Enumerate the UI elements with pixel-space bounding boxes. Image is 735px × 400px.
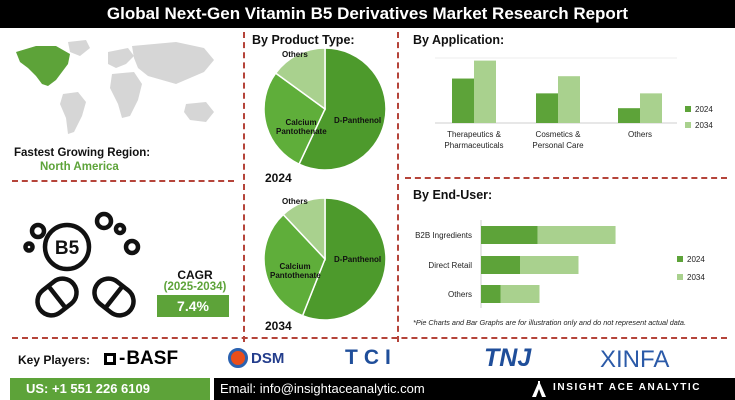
x-tick-label: Others xyxy=(628,130,652,139)
x-tick-label: Personal Care xyxy=(532,141,584,150)
pie-slice-others xyxy=(282,197,326,261)
x-tick-label: Pharmaceuticals xyxy=(444,141,503,150)
basf-logo: -BASF xyxy=(104,348,178,370)
basf-mark-icon xyxy=(104,353,116,365)
legend-swatch xyxy=(677,256,683,262)
legend-swatch xyxy=(685,122,691,128)
region-value: North America xyxy=(40,161,119,173)
europe-shape xyxy=(108,48,134,68)
bar-2024 xyxy=(452,78,474,123)
australia-shape xyxy=(184,102,214,122)
legend-label: 2024 xyxy=(687,255,705,264)
email-contact[interactable]: Email: info@insightaceanalytic.com xyxy=(214,378,735,400)
logo-text: BASF xyxy=(126,348,179,369)
pie-slice-label: D-Panthenol xyxy=(334,255,382,264)
cagr-title: CAGR xyxy=(177,268,213,282)
bar-2034 xyxy=(537,226,616,244)
pie-chart-2024 xyxy=(263,47,387,171)
bar-2024 xyxy=(481,285,501,303)
application-title: By Application: xyxy=(413,33,505,47)
bar-2024 xyxy=(481,256,520,274)
pie-slice-label: D-Panthenol xyxy=(334,116,382,125)
end-user-title: By End-User: xyxy=(413,188,493,202)
bar-2024 xyxy=(618,108,640,123)
pie-slice-label: Calcium Pantothenate xyxy=(276,118,327,136)
insight-ace-logo-icon xyxy=(532,381,546,397)
pie-slice-d-panthenol xyxy=(298,47,387,171)
legend-swatch xyxy=(685,106,691,112)
pie-year-label: 2034 xyxy=(265,319,292,333)
divider xyxy=(243,32,245,342)
tnj-logo: TNJ xyxy=(484,344,531,373)
divider xyxy=(397,32,399,342)
dsm-logo: DSM xyxy=(228,348,284,368)
tci-logo: TCI xyxy=(345,346,397,370)
key-players-label: Key Players: xyxy=(18,353,91,367)
bar-2034 xyxy=(474,60,496,123)
pie-slice-calcium-pantothenate xyxy=(263,72,326,166)
divider xyxy=(12,337,727,339)
bar-2024 xyxy=(536,93,558,123)
pie-year-label: 2024 xyxy=(265,171,292,185)
cagr-period: (2025-2034) xyxy=(163,281,227,293)
pie-slice-calcium-pantothenate xyxy=(263,213,326,317)
end-user-bar-chart: B2B Ingredients Direct Retail Others 2024 20… xyxy=(415,220,705,308)
logo-text: XINFA xyxy=(600,346,670,373)
dsm-mark-icon xyxy=(228,348,248,368)
north-america-shape xyxy=(16,46,70,86)
cagr-value: 7.4% xyxy=(157,295,229,317)
pie-slice-d-panthenol xyxy=(301,197,387,321)
y-tick-label: B2B Ingredients xyxy=(415,231,472,240)
brand-name: INSIGHT ACE ANALYTIC xyxy=(553,382,702,393)
region-label: Fastest Growing Region: xyxy=(14,147,151,159)
x-tick-label: Cosmetics & xyxy=(536,130,582,139)
asia-shape xyxy=(132,42,214,84)
legend-label: 2034 xyxy=(695,121,713,130)
vitamin-b5-icon: B5 xyxy=(23,211,141,318)
product-type-title: By Product Type: xyxy=(252,33,355,47)
bar-2034 xyxy=(558,76,580,123)
bar-2024 xyxy=(481,226,538,244)
pie-chart-2034 xyxy=(263,197,387,321)
xinfa-logo: XINFA xyxy=(600,346,669,374)
footnote: *Pie Charts and Bar Graphs are for illus… xyxy=(413,318,686,327)
pie-slice-label: Others xyxy=(282,50,308,59)
y-tick-label: Others xyxy=(448,290,472,299)
logo-text: TCI xyxy=(345,346,397,369)
divider xyxy=(12,180,234,182)
bar-2034 xyxy=(500,285,540,303)
pie-slice-others xyxy=(274,47,326,111)
legend-label: 2034 xyxy=(687,273,705,282)
x-tick-label: Therapeutics & xyxy=(447,130,501,139)
phone-contact[interactable]: US: +1 551 226 6109 xyxy=(10,378,210,400)
bar-2034 xyxy=(640,93,662,123)
pie-slice-label: Calcium Pantothenate xyxy=(270,262,321,280)
greenland-shape xyxy=(68,40,90,56)
application-bar-chart: Therapeutics & Pharmaceuticals Cosmetics &… xyxy=(435,57,713,150)
south-america-shape xyxy=(60,92,86,134)
divider xyxy=(405,177,727,179)
legend-label: 2024 xyxy=(695,105,713,114)
page-title: Global Next-Gen Vitamin B5 Derivatives M… xyxy=(0,0,735,28)
logo-text: DSM xyxy=(251,350,285,367)
logo-text: TNJ xyxy=(484,344,532,372)
svg-text:B5: B5 xyxy=(55,238,80,259)
y-tick-label: Direct Retail xyxy=(428,261,472,270)
pie-slice-label: Others xyxy=(282,197,308,206)
africa-shape xyxy=(110,72,142,118)
bar-2034 xyxy=(520,256,579,274)
world-map xyxy=(16,40,214,134)
legend-swatch xyxy=(677,274,683,280)
